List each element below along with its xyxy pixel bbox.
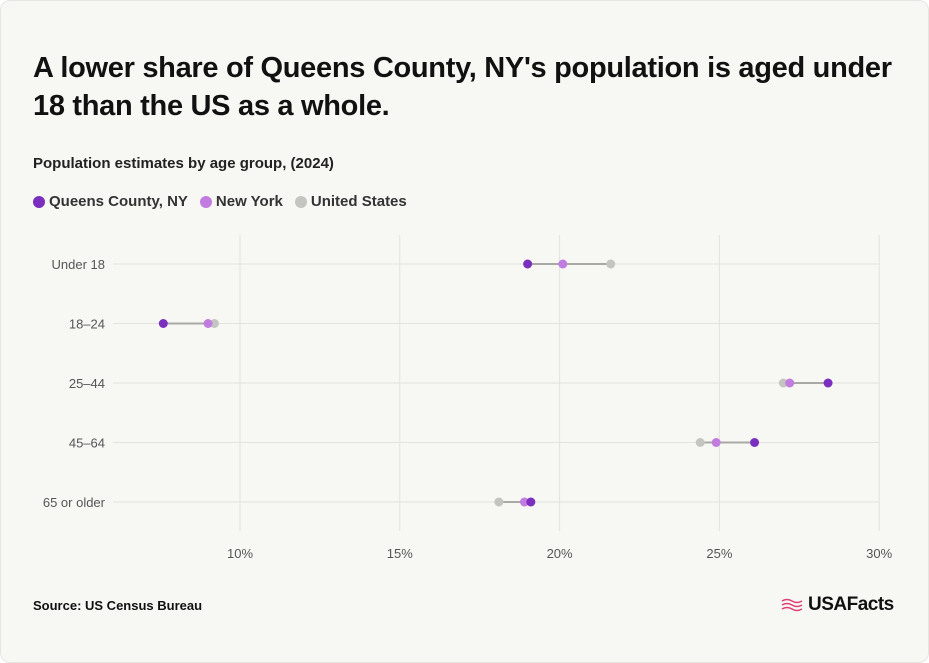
usa-flag-icon xyxy=(781,598,803,612)
y-category-label: 18–24 xyxy=(69,317,105,332)
legend-item-queens: Queens County, NY xyxy=(33,193,188,210)
legend-dot-new-york xyxy=(199,195,212,208)
x-tick-label: 25% xyxy=(706,546,732,561)
data-point xyxy=(519,497,529,507)
data-point xyxy=(558,259,568,269)
data-point xyxy=(494,497,504,507)
data-point xyxy=(523,259,533,269)
legend-label-queens: Queens County, NY xyxy=(49,193,188,210)
legend-label-new-york: New York xyxy=(215,193,283,210)
y-category-label: 25–44 xyxy=(69,376,105,391)
data-point xyxy=(606,259,616,269)
legend-item-united-states: United States xyxy=(294,193,407,210)
data-point xyxy=(778,378,788,388)
data-point xyxy=(695,438,705,447)
data-point xyxy=(711,438,721,447)
data-point xyxy=(750,438,760,447)
y-category-label: 45–64 xyxy=(69,436,105,451)
brand-logo: USAFacts xyxy=(780,594,894,616)
data-point xyxy=(158,319,168,328)
chart-legend: Queens County, NY New York United States xyxy=(33,193,419,210)
source-note: Source: US Census Bureau xyxy=(33,598,203,613)
data-point xyxy=(785,378,795,388)
x-tick-label: 20% xyxy=(547,546,573,561)
x-tick-label: 30% xyxy=(866,546,892,561)
data-point xyxy=(209,319,219,328)
legend-label-united-states: United States xyxy=(310,193,407,210)
brand-name: USAFacts xyxy=(808,594,894,615)
data-point xyxy=(823,378,833,388)
x-tick-label: 15% xyxy=(387,546,413,561)
y-category-label: Under 18 xyxy=(52,257,105,272)
legend-dot-united-states xyxy=(294,195,307,208)
x-tick-label: 10% xyxy=(227,546,253,561)
y-category-label: 65 or older xyxy=(43,495,106,510)
data-point xyxy=(526,497,536,507)
chart-subtitle: Population estimates by age group, (2024… xyxy=(33,155,334,172)
data-point xyxy=(203,319,213,328)
legend-item-new-york: New York xyxy=(199,193,283,210)
chart-title: A lower share of Queens County, NY's pop… xyxy=(33,52,892,122)
legend-dot-queens xyxy=(33,195,45,208)
